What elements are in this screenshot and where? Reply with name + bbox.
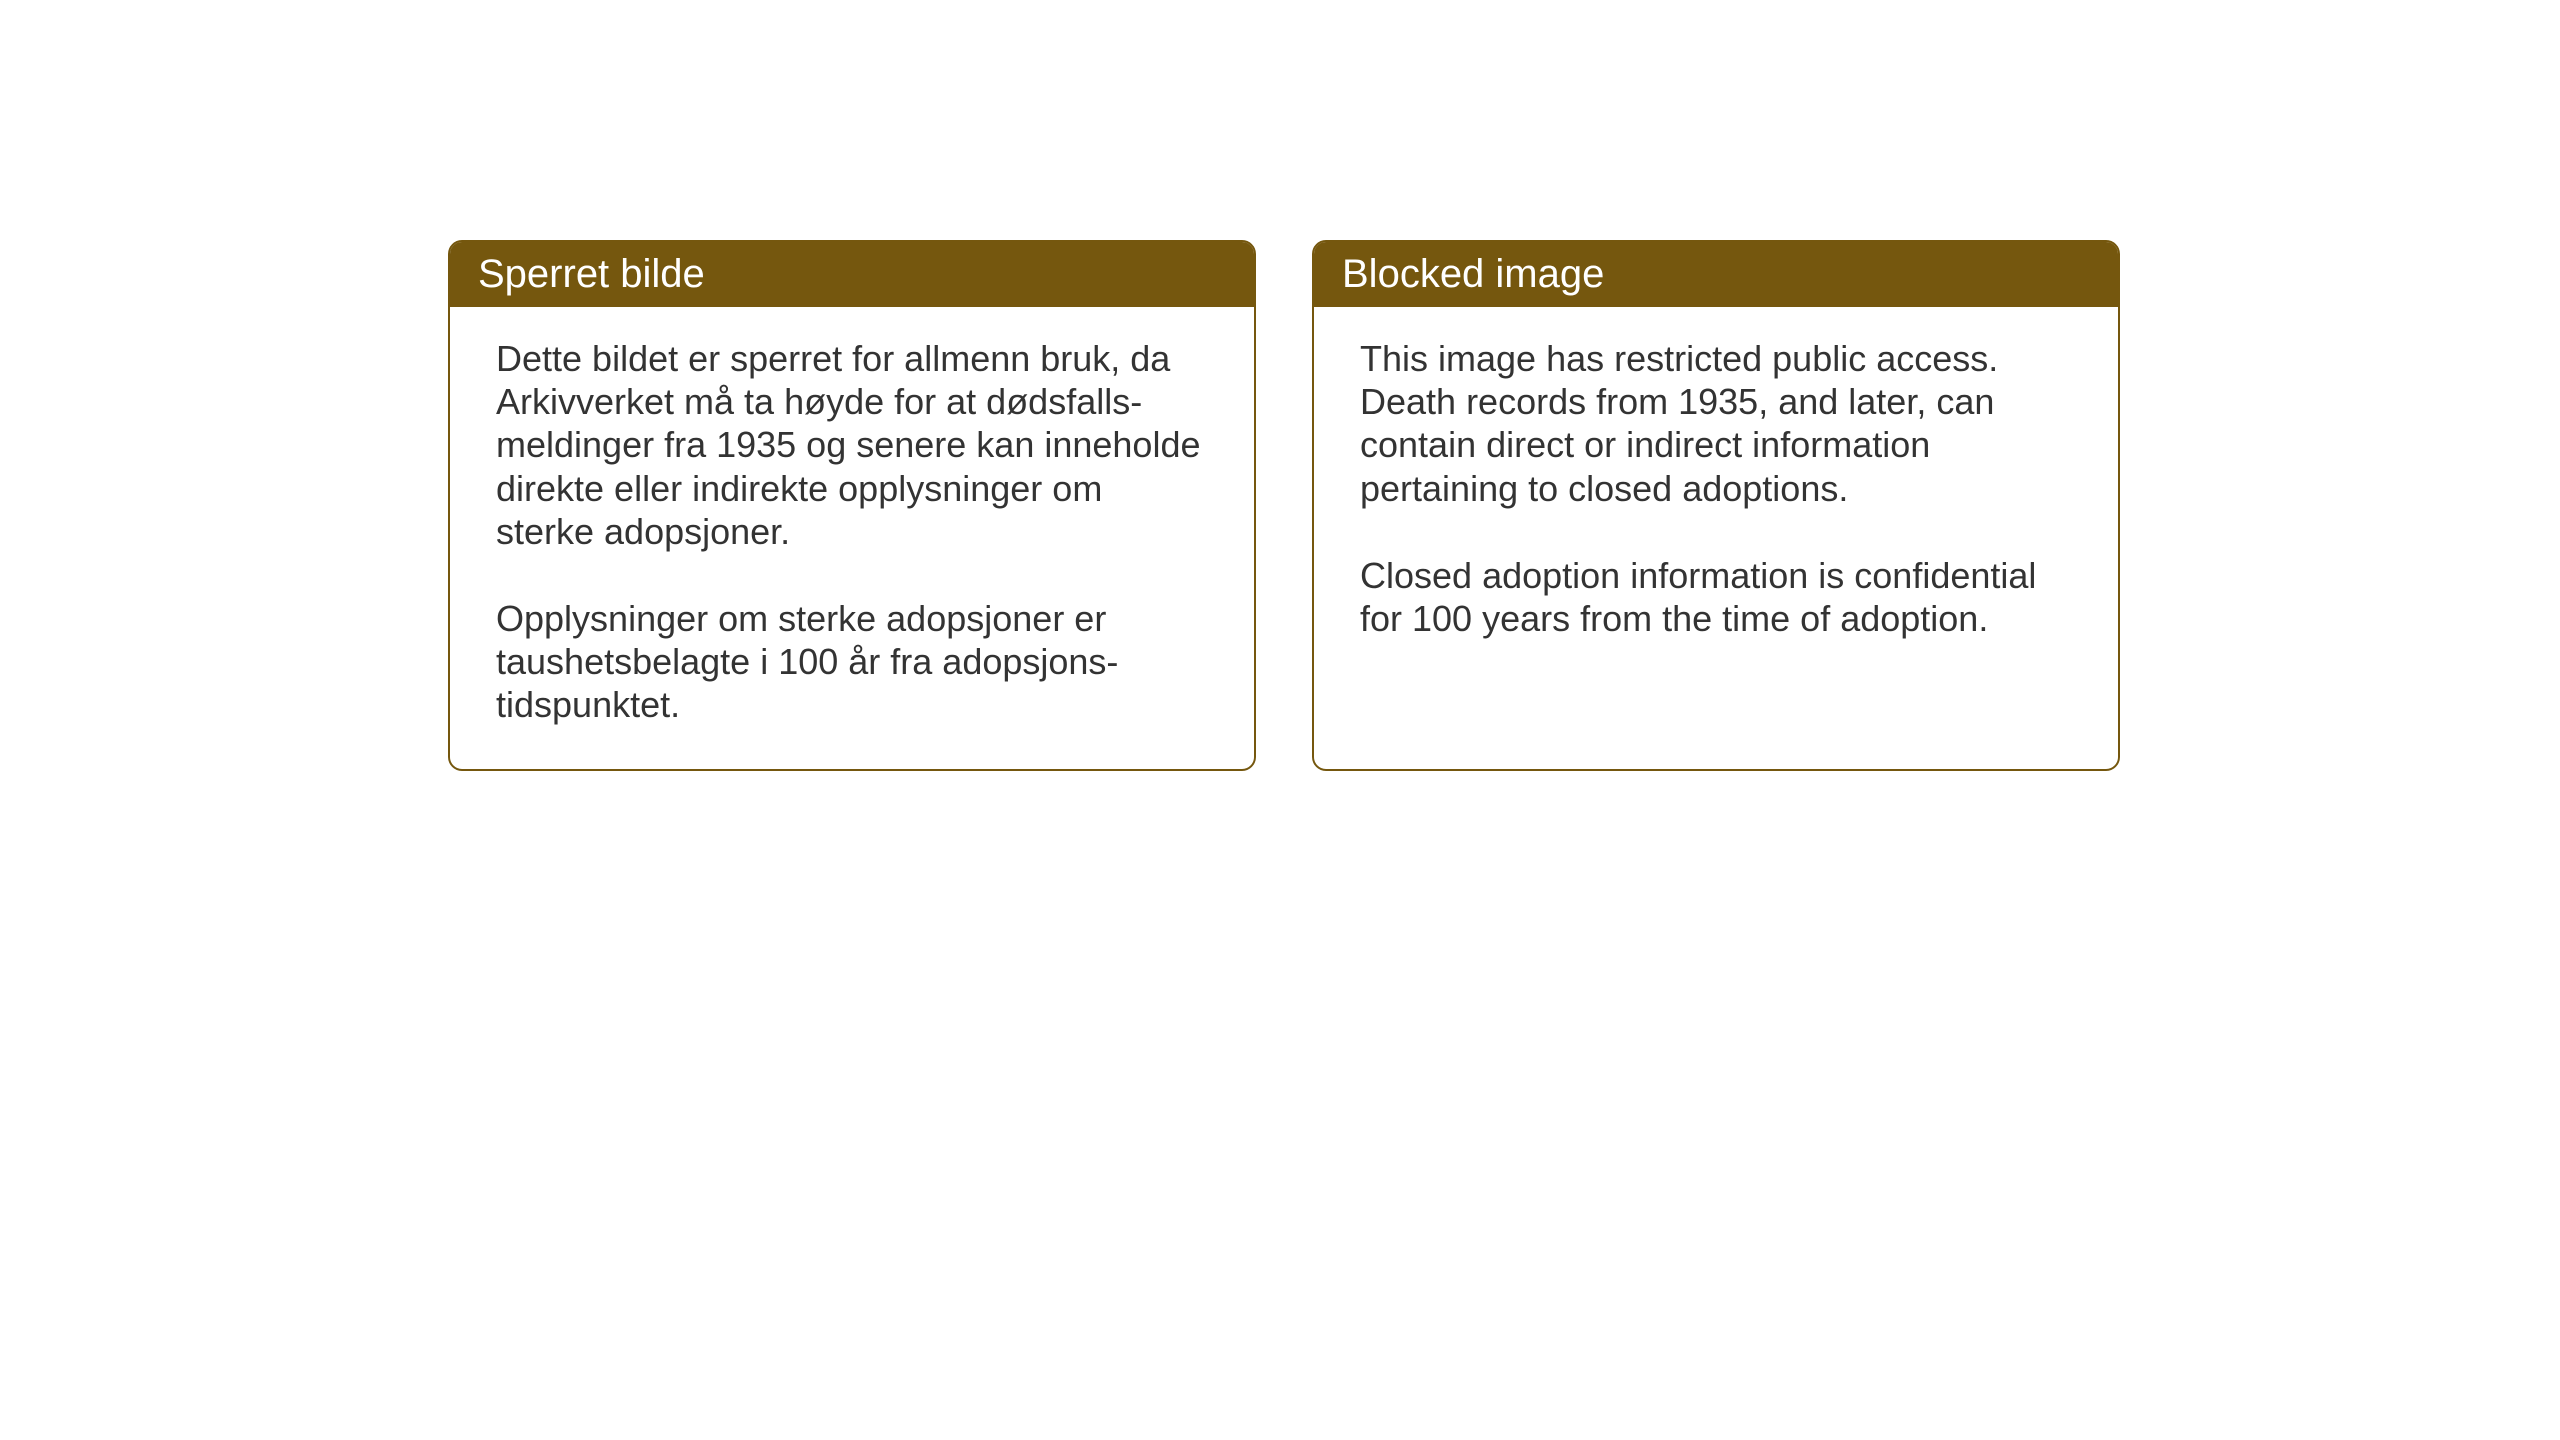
- notice-container: Sperret bilde Dette bildet er sperret fo…: [448, 240, 2120, 771]
- english-card-body: This image has restricted public access.…: [1314, 307, 2118, 682]
- norwegian-card-body: Dette bildet er sperret for allmenn bruk…: [450, 307, 1254, 769]
- english-paragraph-2: Closed adoption information is confident…: [1360, 554, 2072, 640]
- english-notice-card: Blocked image This image has restricted …: [1312, 240, 2120, 771]
- norwegian-paragraph-1: Dette bildet er sperret for allmenn bruk…: [496, 337, 1208, 553]
- norwegian-notice-card: Sperret bilde Dette bildet er sperret fo…: [448, 240, 1256, 771]
- english-paragraph-1: This image has restricted public access.…: [1360, 337, 2072, 510]
- english-card-title: Blocked image: [1314, 242, 2118, 307]
- norwegian-card-title: Sperret bilde: [450, 242, 1254, 307]
- norwegian-paragraph-2: Opplysninger om sterke adopsjoner er tau…: [496, 597, 1208, 727]
